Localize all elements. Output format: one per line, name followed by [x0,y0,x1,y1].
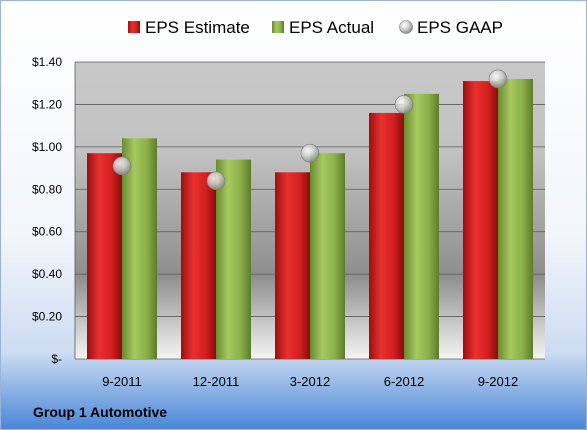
bar-eps-estimate [275,172,310,359]
bar-eps-estimate [369,112,404,360]
bar-eps-actual [404,93,439,360]
x-tick-label: 12-2011 [193,374,240,389]
y-tick-label: $0.20 [32,310,62,324]
y-tick-label: $0.60 [32,225,62,239]
y-tick-label: $- [51,352,62,366]
legend-swatch-actual [272,21,284,33]
legend-label: EPS Actual [289,18,374,37]
point-eps-gaap [206,171,226,191]
legend: EPS Estimate EPS Actual EPS GAAP [128,18,503,37]
point-eps-gaap [394,95,414,114]
gaap-markers [112,69,508,191]
point-eps-gaap [112,156,132,176]
x-tick-label: 6-2012 [384,374,424,389]
legend-label: EPS GAAP [417,18,503,37]
bar-eps-actual [310,153,345,359]
y-tick-label: $1.40 [32,55,62,69]
bar-eps-actual [122,138,157,359]
legend-swatch-estimate [128,21,140,33]
bar-eps-actual [216,159,251,359]
bar-eps-actual [498,78,533,359]
bars [87,78,533,360]
legend-label: EPS Estimate [145,18,250,37]
y-axis-ticks: $- $0.20 $0.40 $0.60 $0.80 $1.00 $1.20 $1.40 [32,55,62,366]
x-tick-label: 9-2012 [478,374,518,389]
legend-swatch-gaap [399,20,413,34]
y-tick-label: $0.40 [32,267,62,281]
x-axis-ticks: 9-2011 12-2011 3-2012 6-2012 9-2012 [102,374,518,389]
y-tick-label: $0.80 [32,182,62,196]
x-tick-label: 3-2012 [290,374,330,389]
bar-eps-estimate [87,153,122,359]
y-tick-label: $1.00 [32,140,62,154]
point-eps-gaap [488,69,508,89]
bar-eps-estimate [181,172,216,359]
y-tick-label: $1.20 [32,97,62,111]
company-name: Group 1 Automotive [33,404,167,420]
point-eps-gaap [300,143,320,163]
x-tick-label: 9-2011 [102,374,142,389]
bar-eps-estimate [463,81,498,359]
